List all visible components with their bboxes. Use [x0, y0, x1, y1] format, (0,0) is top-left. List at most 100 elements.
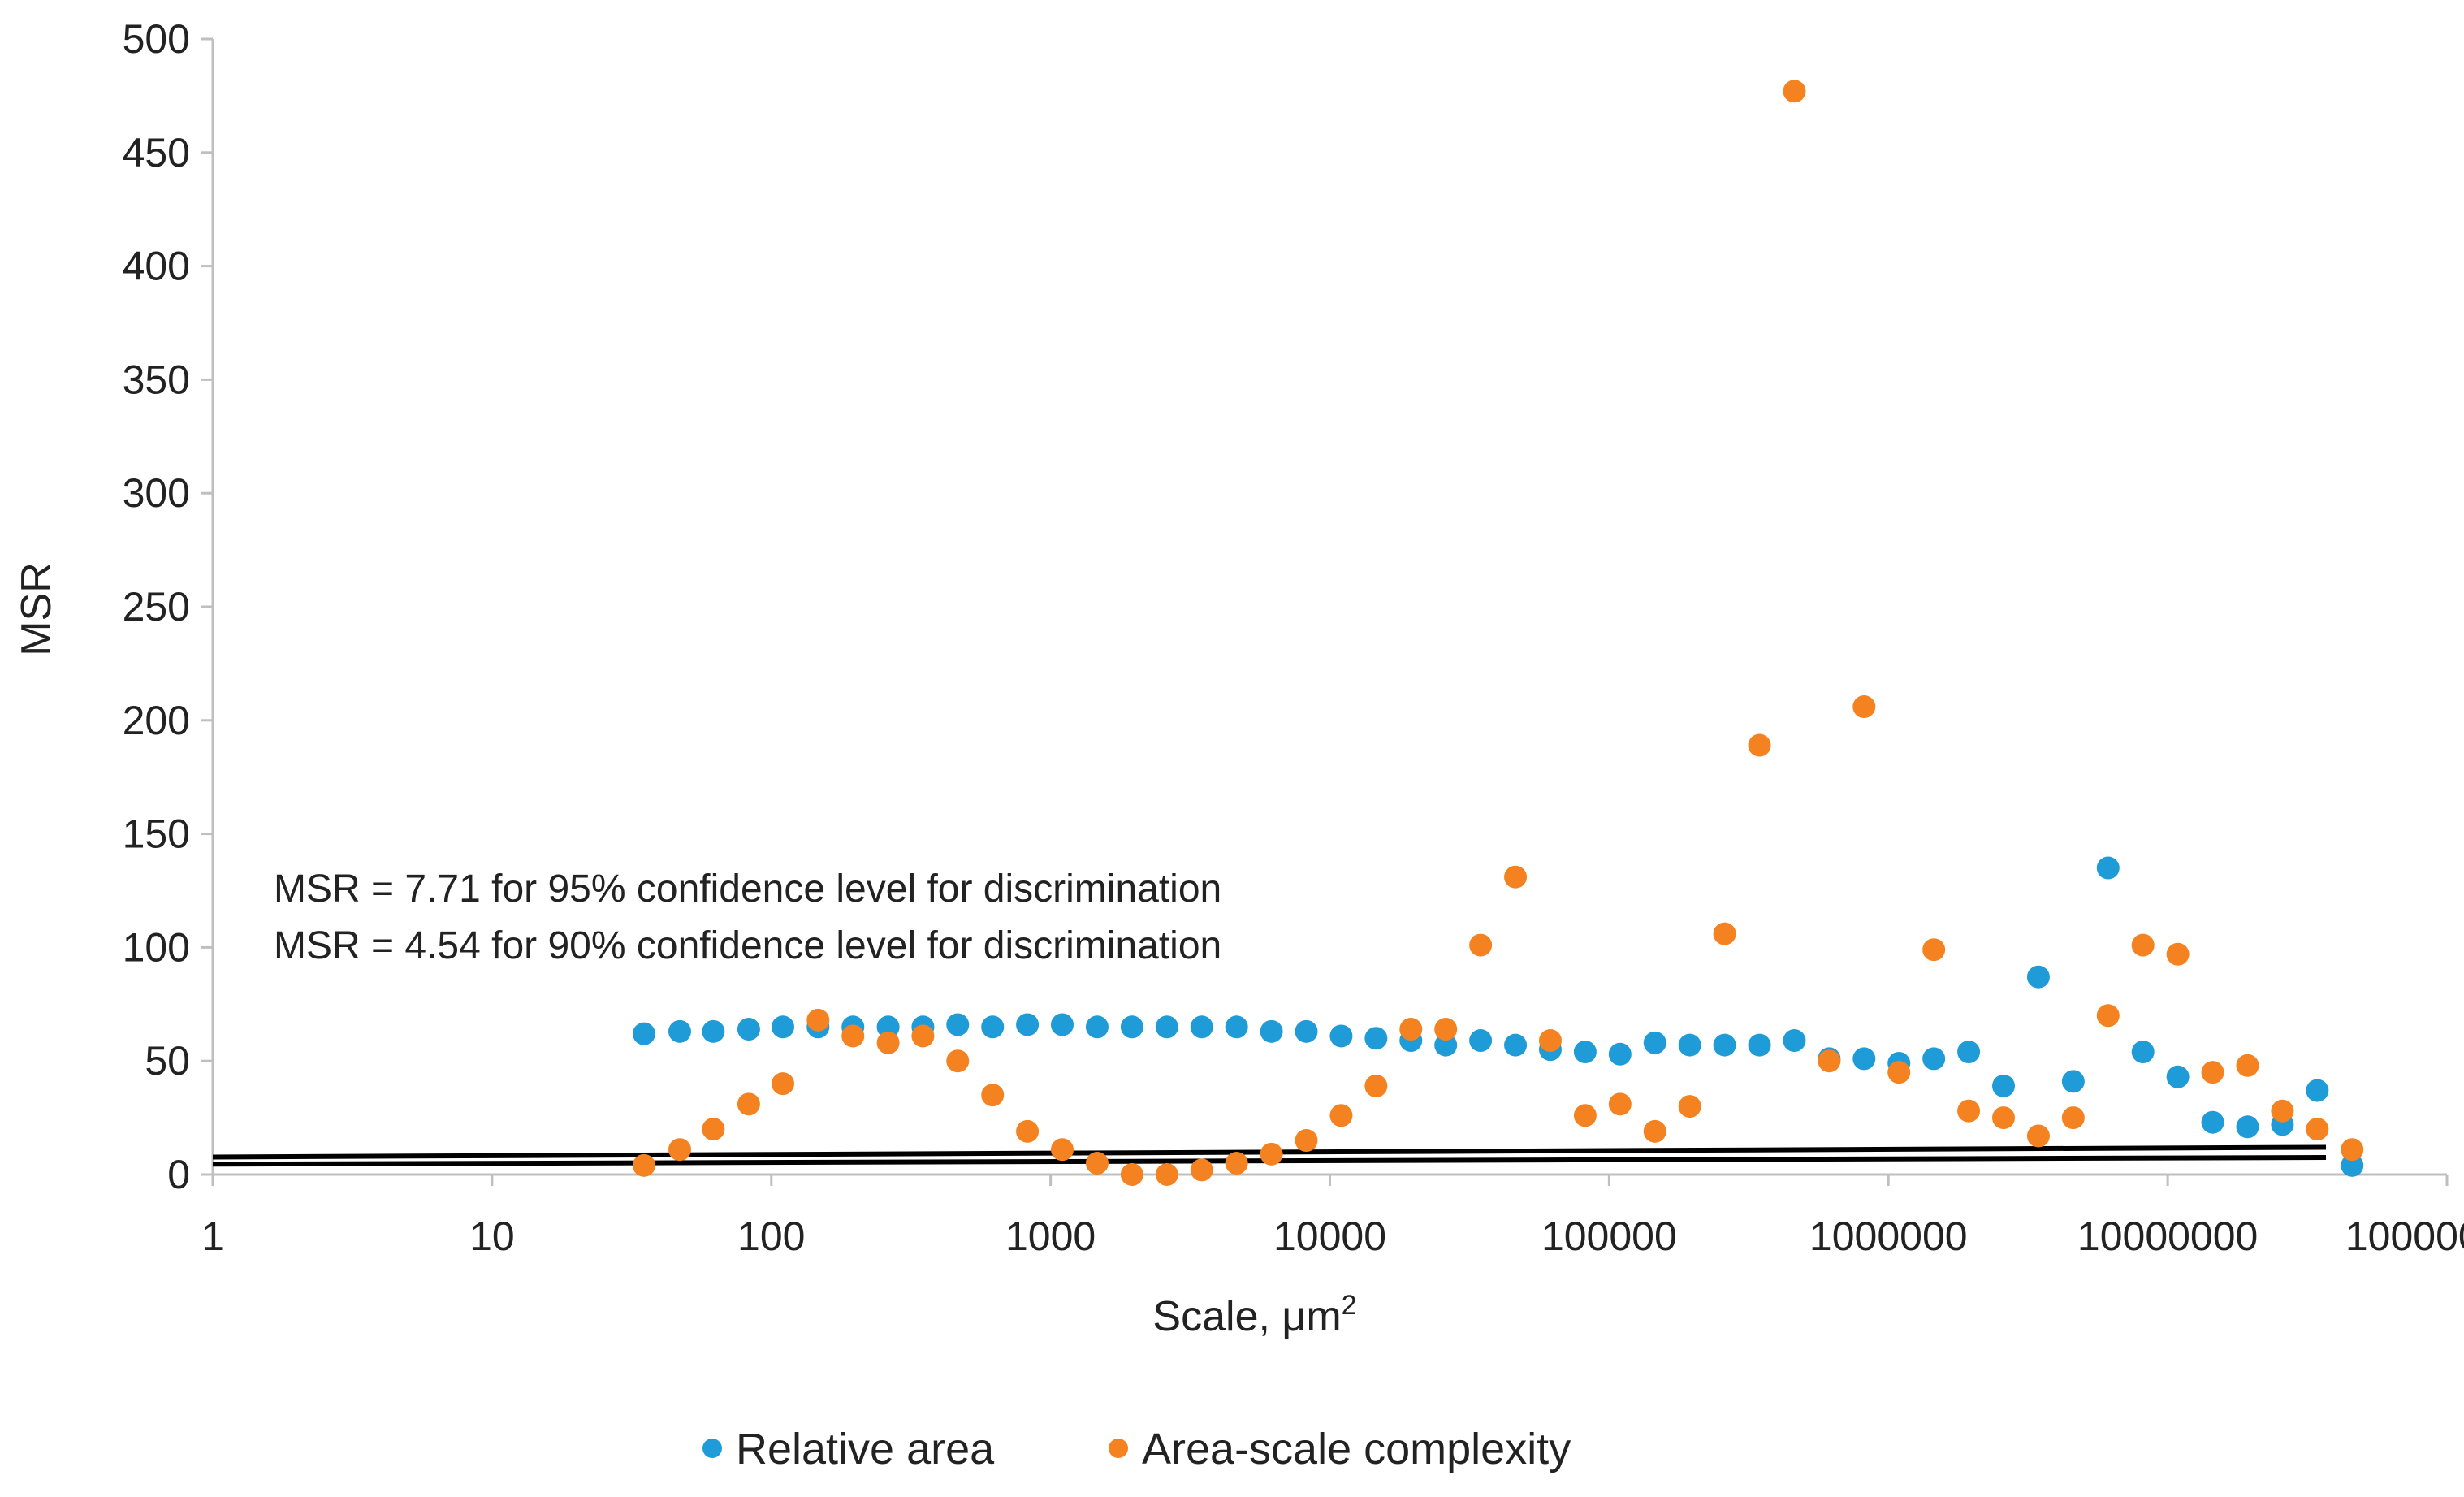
data-point: [1016, 1013, 1040, 1036]
data-point: [1538, 1029, 1562, 1053]
data-point: [702, 1019, 725, 1043]
data-point: [1992, 1106, 2016, 1130]
data-point: [911, 1024, 935, 1048]
data-series: [632, 80, 2364, 1186]
data-point: [1469, 1029, 1493, 1053]
data-point: [1922, 938, 1946, 962]
data-point: [1957, 1099, 1981, 1123]
data-point: [2096, 1004, 2120, 1028]
data-point: [1783, 1029, 1806, 1053]
data-point: [2131, 1041, 2155, 1064]
legend-marker-relative-area: [702, 1439, 722, 1458]
x-axis-title: Scale, μm2: [1152, 1290, 1356, 1340]
data-point: [1190, 1015, 1213, 1039]
data-point: [702, 1118, 725, 1141]
data-point: [946, 1013, 970, 1036]
data-point: [2061, 1106, 2085, 1130]
data-point: [1608, 1042, 1632, 1066]
legend-label-relative-area: Relative area: [736, 1425, 995, 1473]
data-point: [2061, 1070, 2085, 1093]
data-point: [841, 1024, 865, 1048]
data-point: [2096, 856, 2120, 880]
data-point: [981, 1015, 1005, 1039]
data-point: [632, 1022, 655, 1045]
data-point: [1295, 1129, 1318, 1153]
data-point: [2201, 1110, 2224, 1134]
y-tick-label: 50: [145, 1038, 190, 1084]
data-point: [1992, 1074, 2016, 1097]
x-axis-title-text: Scale, μm: [1152, 1293, 1341, 1340]
data-point: [1050, 1138, 1074, 1162]
x-tick-label: 100000: [1541, 1214, 1677, 1259]
data-point: [668, 1138, 691, 1162]
data-point: [1852, 695, 1876, 719]
data-point: [1713, 922, 1736, 945]
data-point: [1085, 1015, 1109, 1039]
data-point: [1643, 1031, 1666, 1054]
y-tick-label: 500: [123, 16, 190, 62]
data-point: [1852, 1047, 1876, 1071]
data-point: [771, 1072, 794, 1096]
y-tick-label: 250: [123, 584, 190, 630]
data-point: [1783, 80, 1806, 103]
data-point: [1748, 733, 1771, 757]
x-tick-label: 1000: [1005, 1214, 1096, 1259]
data-point: [2236, 1054, 2259, 1077]
data-point: [1434, 1018, 1458, 1041]
data-point: [1818, 1049, 1841, 1073]
data-point: [2026, 965, 2050, 989]
x-tick-label: 10: [469, 1214, 515, 1259]
x-tick-label: 1: [201, 1214, 224, 1259]
data-point: [1120, 1163, 1143, 1186]
data-point: [632, 1153, 655, 1177]
plot-area: 0 50 100 150 200 250 300 350 400 450 500 1 10 100 100…: [123, 16, 2464, 1259]
data-point: [1329, 1104, 1353, 1127]
data-point: [1678, 1095, 1701, 1118]
data-point: [737, 1018, 760, 1041]
data-point: [1469, 933, 1493, 957]
data-point: [1155, 1163, 1178, 1186]
data-point: [2341, 1153, 2364, 1177]
x-tick-label: 10000: [1273, 1214, 1386, 1259]
data-point: [1573, 1104, 1597, 1127]
data-point: [2201, 1061, 2224, 1084]
data-point: [981, 1084, 1005, 1107]
x-tick-labels: 1 10 100 1000 10000 100000 1000000 10000000 1000…: [201, 1175, 2464, 1259]
series-area-scale-complexity: [632, 80, 2364, 1186]
data-point: [1260, 1142, 1283, 1166]
y-tick-label: 450: [123, 130, 190, 175]
data-point: [2306, 1118, 2329, 1141]
data-point: [2166, 942, 2190, 966]
x-tick-label: 100000000: [2345, 1214, 2464, 1259]
x-tick-label: 100: [737, 1214, 805, 1259]
y-tick-labels: 0 50 100 150 200 250 300 350 400 450 500: [123, 16, 213, 1197]
data-point: [1957, 1041, 1981, 1064]
x-tick-label: 1000000: [1809, 1214, 1968, 1259]
y-tick-label: 300: [123, 470, 190, 516]
data-point: [1329, 1024, 1353, 1048]
data-point: [2236, 1115, 2259, 1139]
data-point: [1260, 1019, 1283, 1043]
data-point: [2306, 1079, 2329, 1102]
data-point: [1434, 1033, 1458, 1057]
data-point: [668, 1019, 691, 1043]
data-point: [1922, 1047, 1946, 1071]
y-tick-label: 200: [123, 698, 190, 743]
legend: Relative area Area-scale complexity: [702, 1425, 1571, 1473]
data-point: [1364, 1074, 1388, 1097]
data-point: [2166, 1065, 2190, 1088]
data-point: [1887, 1061, 1911, 1084]
data-point: [1643, 1119, 1666, 1143]
data-point: [1678, 1033, 1701, 1057]
legend-label-area-scale-complexity: Area-scale complexity: [1142, 1425, 1571, 1473]
data-point: [1085, 1152, 1109, 1175]
annotation-90-confidence: MSR = 4.54 for 90% confidence level for …: [274, 924, 1221, 967]
data-point: [946, 1049, 970, 1073]
y-tick-label: 400: [123, 244, 190, 289]
data-point: [737, 1092, 760, 1116]
data-point: [2341, 1138, 2364, 1162]
data-point: [1748, 1033, 1771, 1057]
data-point: [1225, 1015, 1248, 1039]
data-point: [1295, 1019, 1318, 1043]
